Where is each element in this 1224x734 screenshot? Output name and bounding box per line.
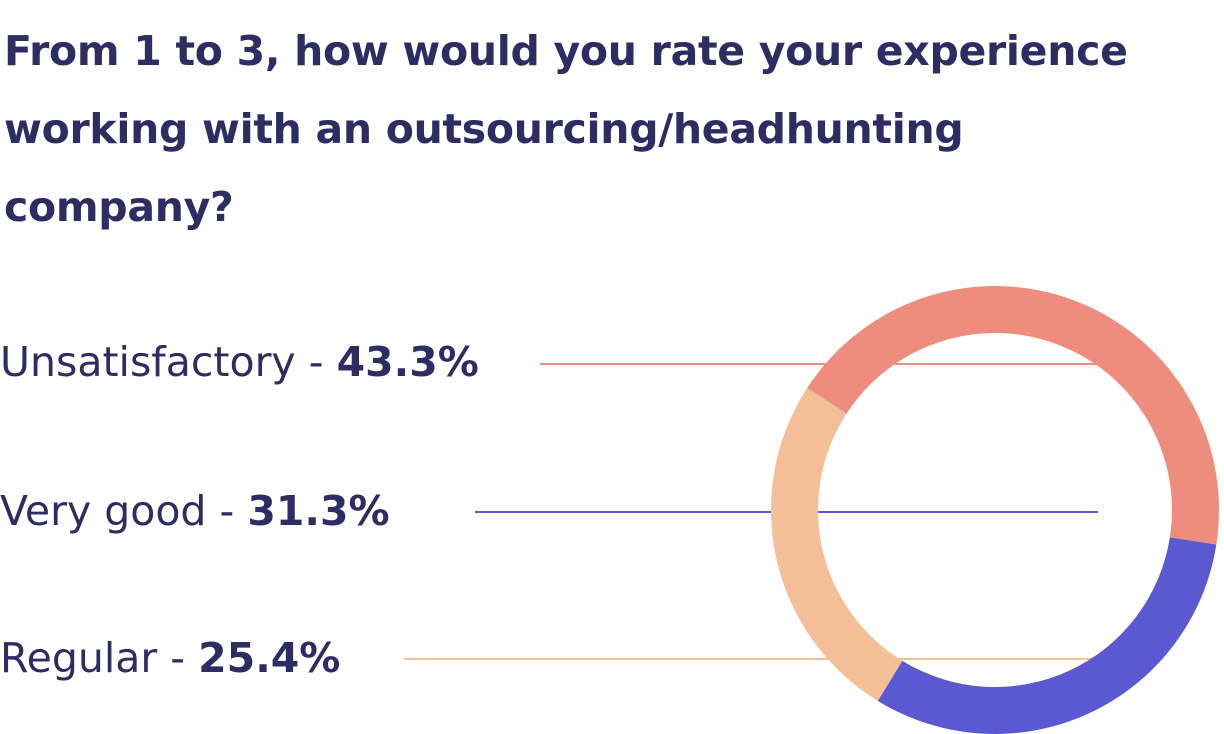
legend-label-very-good: Very good bbox=[0, 487, 207, 535]
chart-title: From 1 to 3, how would you rate your exp… bbox=[4, 27, 1128, 231]
legend-item-regular: Regular - 25.4% bbox=[0, 633, 340, 683]
legend-separator: - bbox=[295, 338, 337, 386]
donut-slice-regular bbox=[771, 388, 903, 701]
legend-item-very-good: Very good - 31.3% bbox=[0, 486, 390, 536]
donut-slice-very-good bbox=[877, 537, 1217, 734]
legend-label-unsatisfactory: Unsatisfactory bbox=[0, 338, 296, 386]
legend-item-unsatisfactory: Unsatisfactory - 43.3% bbox=[0, 337, 479, 387]
legend-separator: - bbox=[157, 634, 199, 682]
legend-value-unsatisfactory: 43.3% bbox=[336, 338, 479, 386]
legend-label-regular: Regular bbox=[0, 634, 158, 682]
donut-slice-unsatisfactory bbox=[807, 285, 1219, 545]
legend-value-very-good: 31.3% bbox=[247, 487, 390, 535]
legend-separator: - bbox=[206, 487, 248, 535]
legend-value-regular: 25.4% bbox=[198, 634, 341, 682]
